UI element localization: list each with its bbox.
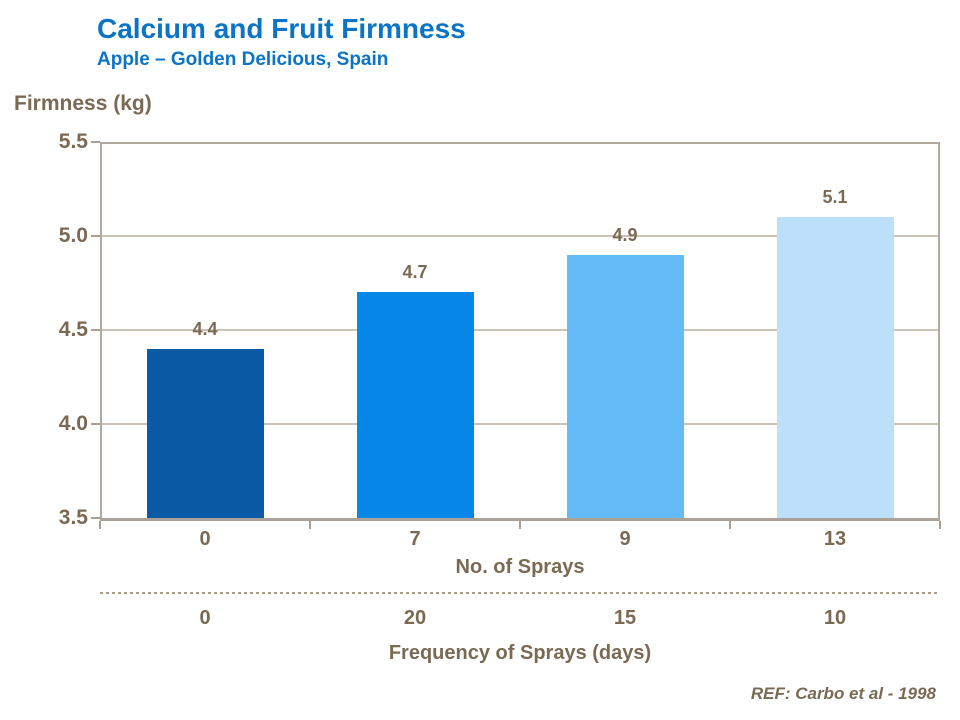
gridline-5.0 [102, 235, 938, 237]
chart-subtitle: Apple – Golden Delicious, Spain [97, 49, 389, 71]
dashed-separator [100, 592, 940, 594]
title-block: Calcium and Fruit Firmness Apple – Golde… [97, 13, 466, 71]
bar-sprays-7 [356, 292, 474, 518]
bar-sprays-13 [776, 217, 894, 518]
bar-sprays-0 [146, 348, 264, 518]
x-axis-tick [729, 521, 731, 529]
chart-title: Calcium and Fruit Firmness [97, 13, 466, 44]
bar-sprays-9 [566, 254, 684, 518]
x-axis-secondary-title: Frequency of Sprays (days) [388, 642, 652, 664]
gridline-4.5 [102, 329, 938, 331]
x-category-label-primary: 7 [409, 528, 421, 550]
y-axis-label-4.5: 4.5 [58, 318, 88, 341]
y-axis-label-5.0: 5.0 [58, 224, 88, 247]
x-category-label-secondary: 15 [613, 607, 637, 629]
x-category-label-primary: 9 [619, 528, 631, 550]
x-axis-tick [939, 521, 941, 529]
x-axis-tick [99, 521, 101, 529]
bar-value-label: 4.4 [192, 318, 218, 339]
bar-value-label: 5.1 [822, 187, 848, 208]
y-axis-label-5.5: 5.5 [58, 130, 88, 153]
x-category-label-secondary: 10 [823, 607, 847, 629]
x-category-label-primary: 0 [199, 528, 211, 550]
y-axis-label-4.0: 4.0 [58, 412, 88, 435]
y-axis-tick-3.5 [91, 517, 100, 519]
bar-value-label: 4.7 [402, 262, 428, 283]
bar-value-label: 4.9 [612, 224, 638, 245]
reference-citation: REF: Carbo et al - 1998 [750, 684, 936, 703]
y-axis-tick-5.0 [91, 235, 100, 237]
y-axis-tick-4.0 [91, 423, 100, 425]
y-axis-label-3.5: 3.5 [58, 506, 88, 529]
x-axis-tick [519, 521, 521, 529]
y-axis-title: Firmness (kg) [14, 92, 152, 115]
x-category-label-primary: 13 [823, 528, 847, 550]
x-category-label-secondary: 20 [403, 607, 427, 629]
gridline-4.0 [102, 423, 938, 425]
x-axis-primary-title: No. of Sprays [455, 556, 585, 578]
y-axis-tick-4.5 [91, 329, 100, 331]
y-axis-tick-5.5 [91, 141, 100, 143]
x-axis-tick [309, 521, 311, 529]
x-category-label-secondary: 0 [199, 607, 211, 629]
